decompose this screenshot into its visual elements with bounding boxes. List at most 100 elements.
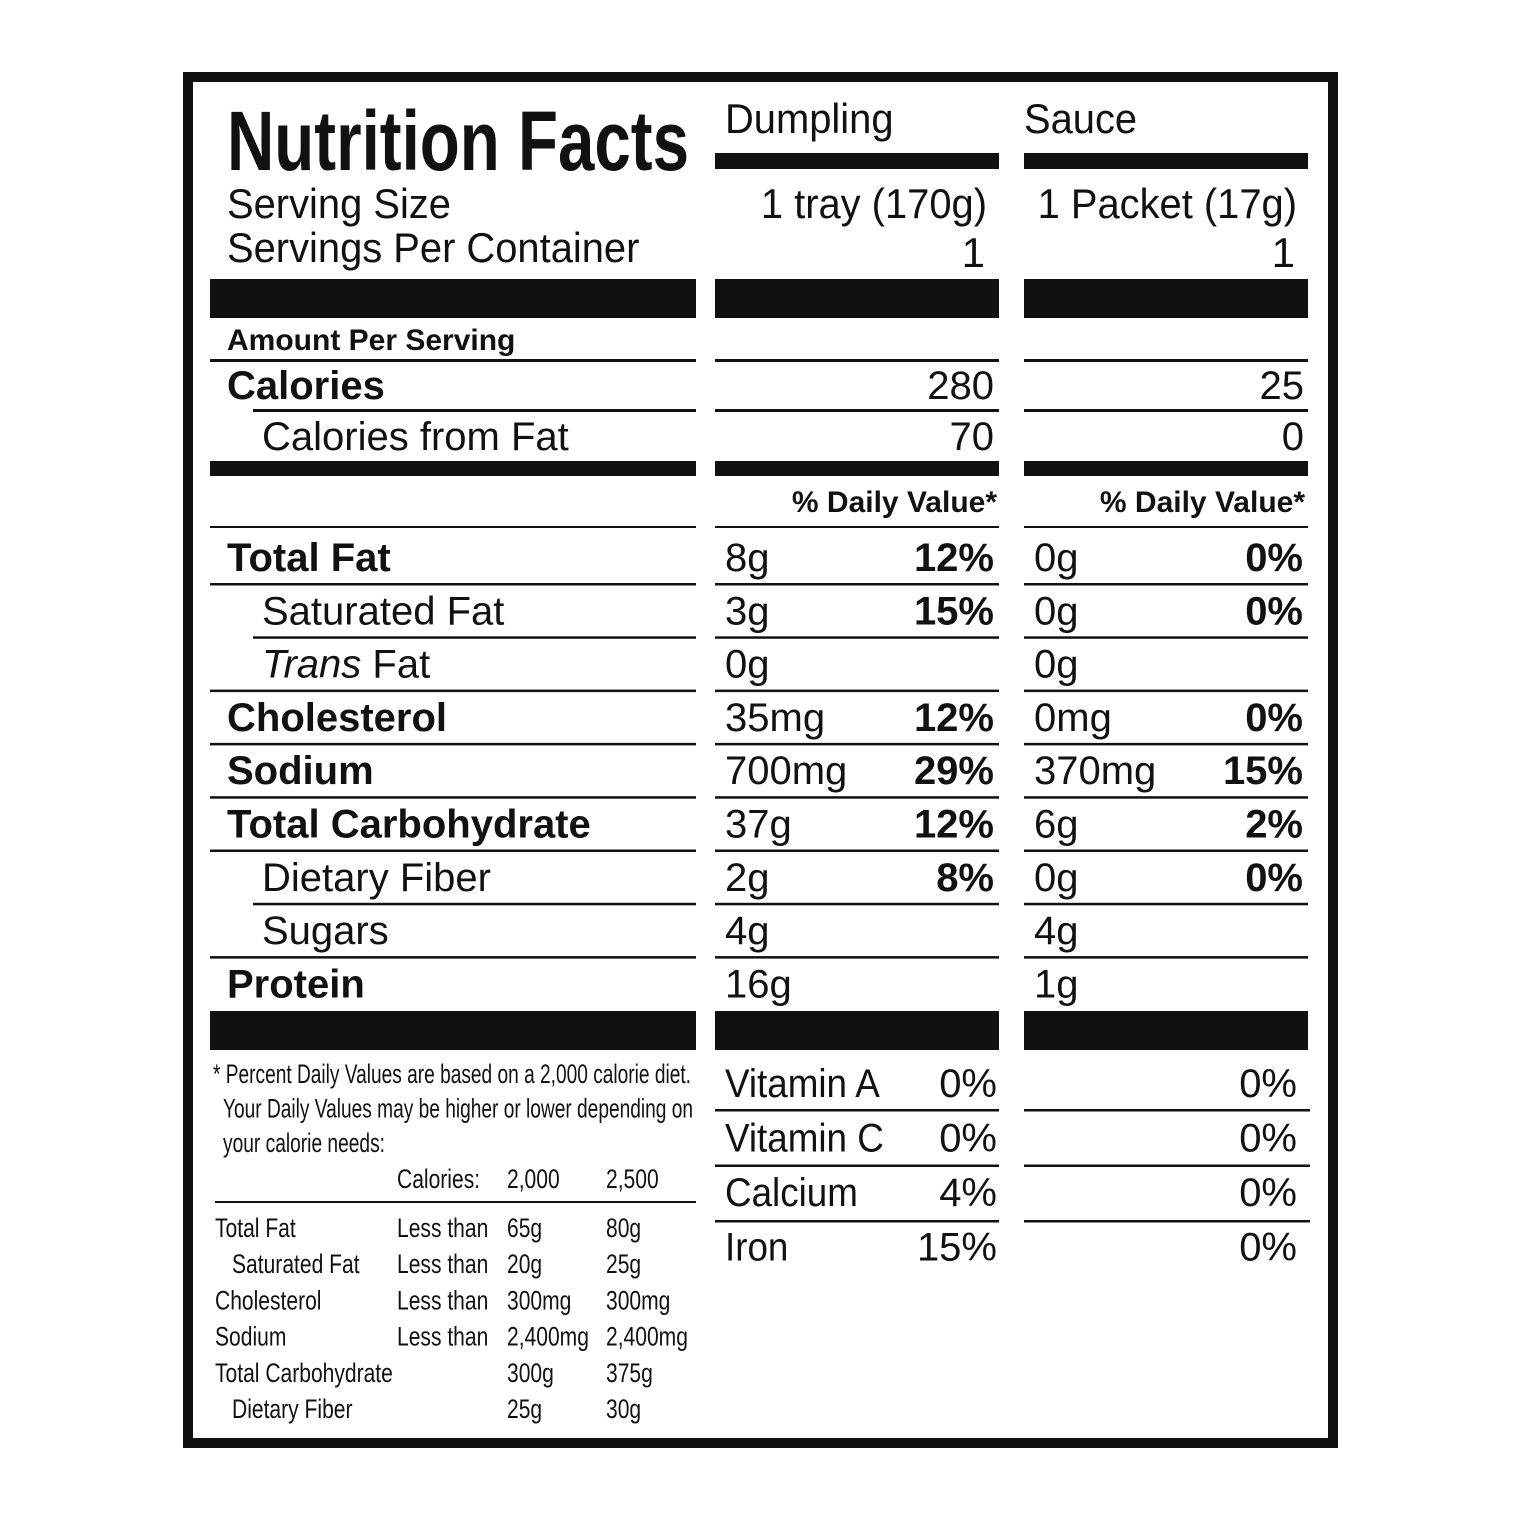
rule (210, 526, 696, 528)
rule (1024, 1220, 1310, 1223)
nutrient-label: Cholesterol (227, 696, 447, 740)
footnote-row-value: 2,400mg (606, 1322, 688, 1352)
footnote-row-value: 65g (507, 1214, 542, 1244)
rule (1024, 583, 1308, 586)
rule (715, 689, 999, 693)
nutrient-amount: 370mg (1034, 749, 1156, 793)
rule (253, 636, 696, 639)
nutrient-daily-value: 15% (1223, 749, 1303, 793)
footnote-row-value: 30g (606, 1395, 641, 1425)
footnote-line: Your Daily Values may be higher or lower… (223, 1094, 693, 1124)
nutrient-amount: 6g (1034, 803, 1079, 847)
nutrient-daily-value: 0% (1245, 536, 1303, 580)
vitamin-value: 15% (917, 1226, 997, 1270)
footnote-row-value: 25g (507, 1395, 542, 1425)
nutrient-daily-value: 12% (914, 696, 994, 740)
vitamin-value: 0% (939, 1062, 997, 1106)
vitamin-value: 0% (1239, 1117, 1297, 1161)
nutrient-daily-value: 0% (1245, 589, 1303, 633)
rule (715, 583, 999, 586)
column-bar (715, 153, 999, 169)
footnote-line: * Percent Daily Values are based on a 2,… (213, 1059, 691, 1089)
footnote-row-label: Sodium (215, 1322, 286, 1352)
footnote-row-value: 20g (507, 1250, 542, 1280)
thick-bar (210, 1011, 696, 1050)
footnote-row-label: Cholesterol (215, 1286, 321, 1316)
nutrient-amount: 0g (1034, 536, 1079, 580)
nutrient-amount: 0g (1034, 589, 1079, 633)
nutrient-daily-value: 12% (914, 803, 994, 847)
serving-size-label: Serving Size (227, 180, 451, 227)
calories-value: 280 (927, 364, 994, 408)
footnote-header: 2,000 (507, 1165, 560, 1195)
thick-bar (715, 1011, 999, 1050)
rule (715, 902, 999, 906)
footnote-row-limit: Less than (397, 1286, 488, 1316)
rule (1024, 1164, 1310, 1167)
nutrient-amount: 2g (725, 856, 770, 900)
amount-per-serving: Amount Per Serving (227, 324, 515, 357)
nutrient-amount: 1g (1034, 962, 1079, 1006)
rule (1024, 1109, 1310, 1112)
nutrient-amount: 4g (725, 909, 770, 953)
rule (715, 742, 999, 746)
calories-value: 25 (1260, 364, 1305, 408)
footnote-row-limit: Less than (397, 1250, 488, 1280)
nutrient-daily-value: 29% (914, 749, 994, 793)
nutrient-amount: 35mg (725, 696, 825, 740)
daily-value-header: % Daily Value* (1100, 486, 1305, 519)
servings-label: Servings Per Container (227, 224, 639, 271)
rule (715, 849, 999, 852)
vitamin-value: 0% (1239, 1171, 1297, 1215)
nutrient-label: Protein (227, 962, 365, 1006)
nutrient-amount: 8g (725, 536, 770, 580)
footnote-row-label: Dietary Fiber (232, 1395, 352, 1425)
rule (1024, 956, 1308, 959)
footnote-header: Calories: (397, 1165, 480, 1195)
footnote-row-value: 375g (606, 1358, 653, 1388)
servings-value: 1 (1272, 229, 1295, 276)
nutrient-label: Dietary Fiber (262, 856, 491, 900)
nutrient-amount: 0mg (1034, 696, 1112, 740)
serving-size-value: 1 tray (170g) (761, 180, 987, 227)
nutrient-daily-value: 2% (1245, 803, 1303, 847)
rule (715, 359, 999, 362)
nutrient-label: Total Fat (227, 536, 391, 580)
footnote-row-value: 300mg (507, 1286, 571, 1316)
calories-label: Calories (227, 364, 385, 408)
serving-size-value: 1 Packet (17g) (1038, 180, 1297, 227)
nutrient-label: Trans Fat (262, 643, 430, 687)
rule (210, 956, 696, 959)
nutrient-amount: 700mg (725, 749, 847, 793)
rule (210, 742, 696, 746)
label-border (183, 72, 1338, 1448)
thick-bar (715, 461, 999, 476)
thick-bar (1024, 1011, 1308, 1050)
nutrient-label: Sugars (262, 909, 389, 953)
vitamin-value: 0% (939, 1117, 997, 1161)
footnote-row-label: Total Fat (215, 1214, 296, 1244)
rule (1024, 796, 1308, 799)
rule (210, 359, 696, 362)
footnote-row-value: 300g (507, 1358, 554, 1388)
rule (715, 1220, 999, 1223)
thick-bar (1024, 279, 1308, 318)
vitamin-label: Calcium (725, 1171, 858, 1216)
nutrient-label: Saturated Fat (262, 589, 504, 633)
rule (715, 796, 999, 799)
column-header: Dumpling (725, 95, 894, 142)
nutrient-amount: 3g (725, 589, 770, 633)
rule (715, 1164, 999, 1167)
calories-from-fat-label: Calories from Fat (262, 415, 569, 459)
rule (715, 409, 999, 412)
footnote-line: your calorie needs: (223, 1128, 385, 1158)
nutrient-daily-value: 0% (1245, 696, 1303, 740)
footnote-row-limit: Less than (397, 1322, 488, 1352)
column-header: Sauce (1024, 95, 1137, 142)
nutrient-amount: 4g (1034, 909, 1079, 953)
nutrient-daily-value: 8% (936, 856, 994, 900)
nutrient-amount: 0g (725, 643, 770, 687)
rule (715, 1109, 999, 1112)
daily-value-header: % Daily Value* (792, 486, 997, 519)
